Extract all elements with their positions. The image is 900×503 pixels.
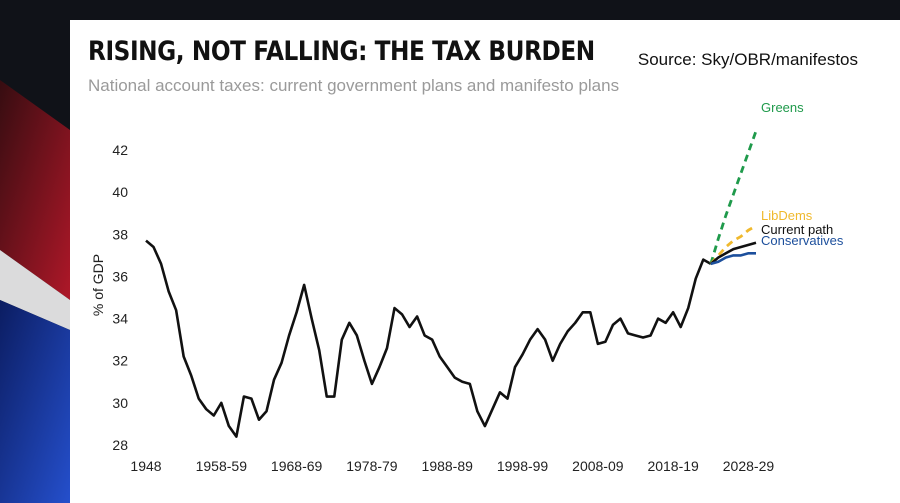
source-label: Source: Sky/OBR/manifestos — [637, 50, 858, 69]
y-tick-label: 36 — [112, 268, 128, 284]
y-tick-label: 30 — [112, 395, 128, 411]
series-line-libdems — [709, 224, 757, 265]
x-tick-label: 2018-19 — [647, 458, 699, 474]
x-tick-label: 1998-99 — [497, 458, 549, 474]
legend-label-conservatives: Conservatives — [761, 233, 844, 248]
chart-panel — [70, 20, 900, 503]
legend-label-greens: Greens — [761, 100, 804, 115]
series-line-current-path — [709, 241, 757, 265]
y-axis-ticks: 28 30 32 34 36 38 40 42 — [112, 142, 128, 453]
y-tick-label: 38 — [112, 226, 128, 242]
x-tick-label: 1948 — [130, 458, 161, 474]
series-line-history — [145, 239, 712, 438]
y-tick-label: 28 — [112, 437, 128, 453]
x-tick-label: 2008-09 — [572, 458, 624, 474]
y-tick-label: 40 — [112, 184, 128, 200]
legend-label-current-path: Current path — [761, 222, 833, 237]
x-tick-label: 1988-89 — [422, 458, 474, 474]
x-tick-label: 1968-69 — [271, 458, 323, 474]
y-tick-label: 34 — [112, 311, 128, 327]
y-tick-label: 42 — [112, 142, 128, 158]
y-axis-label: % of GDP — [90, 254, 106, 316]
series-line-greens — [709, 130, 758, 265]
series-line-conservatives — [710, 251, 756, 266]
legend-label-libdems: LibDems — [761, 208, 813, 223]
chart-subtitle: National account taxes: current governme… — [88, 76, 620, 95]
x-tick-label: 1958-59 — [196, 458, 248, 474]
y-tick-label: 32 — [112, 353, 128, 369]
x-tick-label: 1978-79 — [346, 458, 398, 474]
series-lines — [145, 130, 758, 438]
chart-title: RISING, NOT FALLING: THE TAX BURDEN — [88, 36, 595, 67]
x-tick-label: 2028-29 — [723, 458, 775, 474]
x-axis-ticks: 1948 1958-59 1968-69 1978-79 1988-89 1998-99 2… — [130, 458, 774, 474]
